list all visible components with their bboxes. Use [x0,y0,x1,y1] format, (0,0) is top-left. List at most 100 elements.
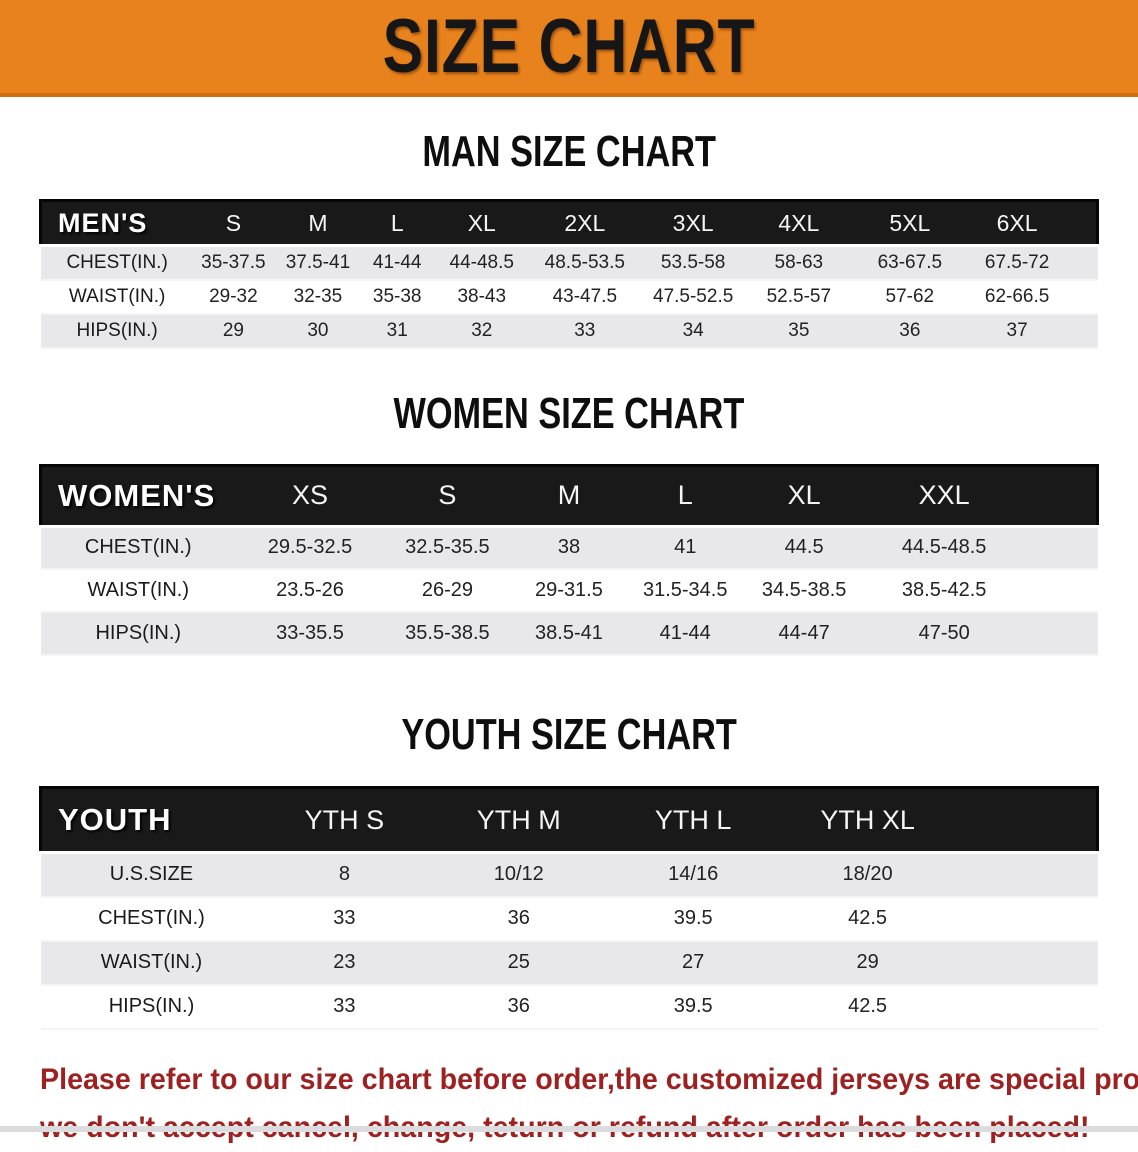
order-disclaimer: Please refer to our size chart before or… [40,1056,1138,1152]
size-value-cell: 43-47.5 [552,285,618,307]
size-column-header: YTH XL [775,786,961,854]
size-value-cell: 47.5-52.5 [653,285,734,307]
size-column-header: S [193,199,274,247]
measurement-label: HIPS(IN.) [95,622,182,644]
measurement-label: WAIST(IN.) [68,285,166,307]
table-title: WOMEN'S [39,463,237,528]
size-value-cell: 38-43 [457,285,507,307]
size-value-cell: 39.5 [673,907,713,929]
youth-heading-text: YOUTH SIZE CHART [401,710,737,759]
size-value-cell: 42.5 [848,995,888,1017]
header-spacer [960,786,1100,854]
size-value-cell: 67.5-72 [984,251,1050,273]
table-header-row: YOUTH YTH S YTH M YTH L YTH XL [39,786,1100,854]
size-value-cell: 14/16 [668,863,719,886]
bottom-edge-strip [0,1126,1138,1132]
size-value-cell: 63-67.5 [877,251,943,273]
size-column-header: L [627,463,744,528]
size-column-header: S [384,463,511,528]
size-value-cell: 38.5-42.5 [901,579,987,601]
size-value-cell: 36 [507,907,530,929]
size-value-cell: 41 [674,536,697,559]
table-row: WAIST(IN.) 29-32 32-35 35-38 38-43 43-47.5 47.… [40,279,1098,314]
disclaimer-line-1: Please refer to our size chart before or… [40,1062,1138,1096]
size-value-cell: 38 [557,536,581,559]
size-value-cell: 33-35.5 [276,622,344,644]
table-row: WAIST(IN.) 23.5-26 26-29 29-31.5 31.5-34.5 34… [40,569,1098,612]
header-spacer [1023,463,1100,528]
row-spacer [1023,612,1097,655]
size-value-cell: 18/20 [842,863,893,886]
size-value-cell: 27 [682,951,705,973]
size-value-cell: 57-62 [885,285,935,307]
table-row: HIPS(IN.) 33-35.5 35.5-38.5 38.5-41 41-44 44-… [40,612,1098,655]
size-value-cell: 23.5-26 [276,579,344,601]
size-column-header: YTH L [611,786,776,854]
size-value-cell: 44-47 [778,622,830,644]
size-column-header: L [362,199,432,247]
measurement-label: CHEST(IN.) [66,251,168,273]
size-value-cell: 36 [507,995,530,1017]
size-value-cell: 23 [333,951,356,973]
size-column-header: XL [743,463,865,528]
size-value-cell: 33 [333,907,356,929]
size-value-cell: 35-37.5 [201,251,266,273]
measurement-label: U.S.SIZE [109,863,194,886]
measurement-label: CHEST(IN.) [84,536,192,559]
table-row: CHEST(IN.) 35-37.5 37.5-41 41-44 44-48.5 48.5… [40,245,1098,280]
table-row: U.S.SIZE 8 10/12 14/16 18/20 [40,852,1098,897]
row-spacer [1064,314,1098,348]
size-value-cell: 35 [788,319,810,341]
size-value-cell: 32-35 [293,285,343,307]
size-column-header: 4XL [748,199,850,247]
row-spacer [960,985,1097,1029]
size-value-cell: 29 [856,951,879,973]
size-value-cell: 48.5-53.5 [544,251,625,273]
size-value-cell: 26-29 [421,579,473,601]
size-value-cell: 29.5-32.5 [267,536,353,559]
size-value-cell: 33 [333,995,356,1017]
size-value-cell: 35-38 [372,285,422,307]
size-value-cell: 32.5-35.5 [405,536,490,559]
size-value-cell: 30 [307,319,329,341]
size-value-cell: 8 [338,863,350,886]
man-section-heading: MAN SIZE CHART [0,127,1138,177]
size-value-cell: 62-66.5 [984,285,1050,307]
size-column-header: M [273,199,363,247]
size-column-header: YTH S [262,786,427,854]
size-column-header: YTH M [426,786,612,854]
measurement-label: WAIST(IN.) [87,579,189,601]
size-value-cell: 58-63 [774,251,824,273]
measurement-label: HIPS(IN.) [108,995,195,1017]
size-value-cell: 37.5-41 [285,251,351,273]
size-value-cell: 29-32 [209,285,258,307]
women-section-heading: WOMEN SIZE CHART [0,389,1138,439]
size-column-header: 6XL [970,199,1064,247]
size-value-cell: 42.5 [848,907,888,929]
man-heading-text: MAN SIZE CHART [422,127,716,176]
size-column-header: M [510,463,628,528]
youth-section-heading: YOUTH SIZE CHART [0,710,1138,760]
size-value-cell: 34.5-38.5 [761,579,847,601]
size-value-cell: 44.5-48.5 [901,536,987,559]
size-value-cell: 25 [507,951,530,973]
size-value-cell: 29-31.5 [535,579,603,601]
banner-title: SIZE CHART [382,4,756,89]
size-value-cell: 33 [574,319,596,341]
table-title: YOUTH [39,786,263,854]
table-header-row: MEN'S S M L XL 2XL 3XL 4XL 5XL 6XL [38,199,1099,247]
size-value-cell: 10/12 [493,863,544,886]
women-heading-text: WOMEN SIZE CHART [393,388,745,438]
size-column-header: XXL [864,463,1024,528]
size-value-cell: 41-44 [372,251,422,273]
table-title: MEN'S [38,199,194,247]
row-spacer [1064,246,1098,280]
size-value-cell: 47-50 [918,622,970,644]
size-value-cell: 39.5 [673,995,713,1017]
table-header-row: WOMEN'S XS S M L XL XXL [39,463,1100,528]
size-value-cell: 44-48.5 [449,251,514,273]
table-row: WAIST(IN.) 23 25 27 29 [40,940,1098,985]
row-spacer [1064,280,1098,314]
measurement-label: CHEST(IN.) [98,907,205,929]
size-value-cell: 31 [386,319,408,341]
